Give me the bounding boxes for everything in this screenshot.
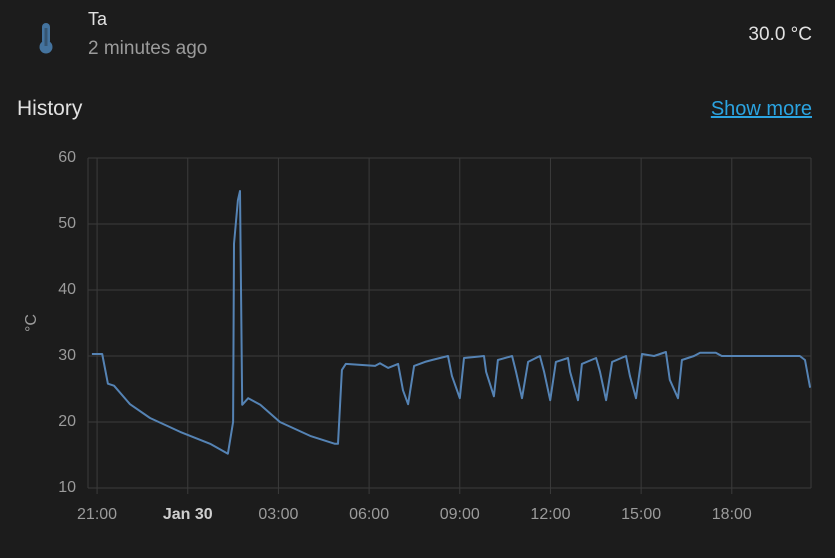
y-tick-label: 30: [58, 347, 76, 364]
y-tick-label: 20: [58, 413, 76, 430]
x-tick-label: Jan 30: [163, 506, 213, 523]
x-tick-label: 06:00: [349, 506, 389, 523]
last-changed: 2 minutes ago: [88, 38, 208, 59]
x-tick-label: 03:00: [258, 506, 298, 523]
entity-name: Ta: [88, 9, 108, 29]
series-line: [91, 190, 812, 455]
y-tick-label: 40: [58, 281, 76, 298]
x-tick-label: 15:00: [621, 506, 661, 523]
x-tick-label: 12:00: [530, 506, 570, 523]
x-tick-label: 09:00: [440, 506, 480, 523]
show-more-link[interactable]: Show more: [710, 98, 812, 120]
history-title: History: [17, 97, 83, 120]
thermometer-icon: [39, 23, 53, 54]
y-tick-label: 60: [58, 149, 76, 166]
x-tick-label: 21:00: [77, 506, 117, 523]
y-tick-label: 10: [58, 479, 76, 496]
y-tick-label: 50: [58, 215, 76, 232]
y-axis-label: °C: [23, 314, 40, 332]
x-tick-label: 18:00: [712, 506, 752, 523]
entity-state: 30.0 °C: [748, 24, 812, 45]
